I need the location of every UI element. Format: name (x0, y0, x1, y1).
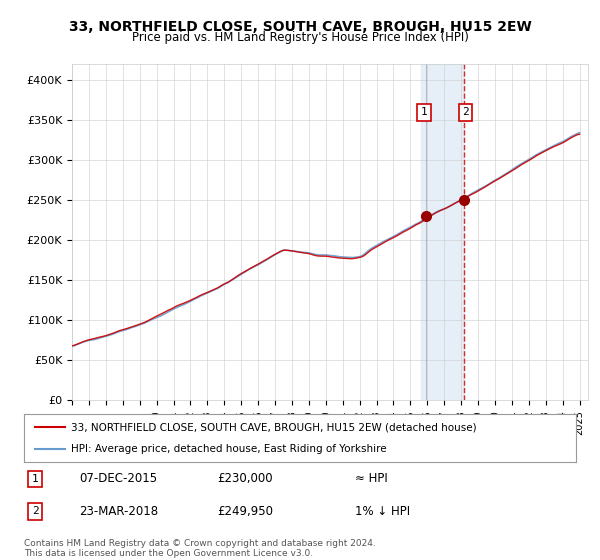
Text: 23-MAR-2018: 23-MAR-2018 (79, 505, 158, 517)
Text: 2: 2 (32, 506, 38, 516)
Text: Price paid vs. HM Land Registry's House Price Index (HPI): Price paid vs. HM Land Registry's House … (131, 31, 469, 44)
Text: £230,000: £230,000 (217, 473, 273, 486)
Text: 2: 2 (462, 108, 469, 118)
Text: HPI: Average price, detached house, East Riding of Yorkshire: HPI: Average price, detached house, East… (71, 444, 386, 454)
Text: ≈ HPI: ≈ HPI (355, 473, 388, 486)
Text: 1: 1 (32, 474, 38, 484)
Text: £249,950: £249,950 (217, 505, 273, 517)
Text: 1% ↓ HPI: 1% ↓ HPI (355, 505, 410, 517)
Text: 1: 1 (421, 108, 428, 118)
Text: 07-DEC-2015: 07-DEC-2015 (79, 473, 157, 486)
Text: 33, NORTHFIELD CLOSE, SOUTH CAVE, BROUGH, HU15 2EW: 33, NORTHFIELD CLOSE, SOUTH CAVE, BROUGH… (68, 20, 532, 34)
Text: 33, NORTHFIELD CLOSE, SOUTH CAVE, BROUGH, HU15 2EW (detached house): 33, NORTHFIELD CLOSE, SOUTH CAVE, BROUGH… (71, 422, 476, 432)
Bar (421, 64, 464, 400)
Text: Contains HM Land Registry data © Crown copyright and database right 2024.
This d: Contains HM Land Registry data © Crown c… (24, 539, 376, 558)
